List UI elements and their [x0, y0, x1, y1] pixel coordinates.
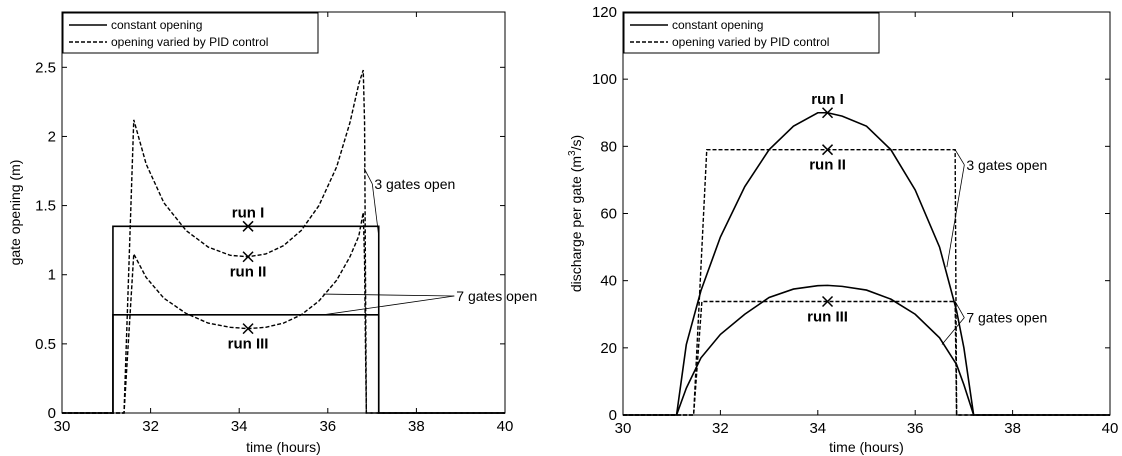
annotation-leader-line: [371, 183, 380, 237]
run-marker: [242, 220, 254, 232]
x-tick-label: 32: [712, 420, 729, 437]
y-tick-label: 120: [592, 4, 617, 21]
plot-frame: [622, 11, 1111, 416]
y-tick-label: 20: [600, 340, 617, 357]
legend-entry: opening varied by PID control: [111, 35, 268, 49]
x-tick-label: 38: [408, 418, 425, 435]
x-tick-label: 30: [54, 418, 71, 435]
y-tick-label: 0.5: [35, 336, 56, 353]
x-tick-label: 32: [142, 418, 159, 435]
run-label: run II: [230, 264, 267, 281]
run-marker: [822, 107, 834, 119]
y-axis-label-superscript: 3: [567, 150, 578, 156]
gates-open-annotation: 3 gates open: [966, 157, 1047, 173]
series-line-3-dashed: [623, 300, 1110, 416]
x-axis-label: time (hours): [246, 439, 321, 455]
series-line-1-solid: [623, 284, 1110, 416]
run-label: run III: [807, 308, 848, 325]
y-tick-label: 2: [48, 128, 56, 145]
x-tick-label: 30: [615, 420, 632, 437]
legend-entry: constant opening: [672, 18, 763, 32]
y-tick-label: 100: [592, 71, 617, 88]
y-axis-label: discharge per gate (m3/s): [567, 135, 584, 292]
series-line-0-solid: [62, 225, 505, 414]
run-label: run I: [811, 91, 844, 108]
x-tick-label: 40: [1102, 420, 1119, 437]
series-line-3-dashed: [62, 212, 505, 414]
right-chart-discharge: 30 32 34 36 38 40 0 20 40 60 80 100 120 time (hours) d…: [567, 4, 1118, 455]
y-tick-label: 60: [600, 206, 617, 223]
x-tick-label: 36: [907, 420, 924, 437]
y-tick-label: 0: [609, 407, 617, 424]
x-tick-label: 40: [497, 418, 514, 435]
x-tick-label: 38: [1004, 420, 1021, 437]
run-marker: [822, 144, 834, 156]
legend: constant opening opening varied by PID co…: [62, 12, 319, 54]
plot-frame: [61, 11, 506, 414]
annotation-leader-line: [954, 301, 965, 318]
gates-open-annotation: 7 gates open: [966, 310, 1047, 326]
run-marker: [242, 323, 254, 335]
annotation-leader-line: [363, 168, 373, 185]
series-line-2-dashed: [62, 69, 505, 414]
gates-open-annotation: 7 gates open: [456, 288, 537, 304]
y-axis-label-main: discharge per gate (m: [568, 156, 584, 292]
run-label: run I: [232, 204, 265, 221]
annotation-leader-line: [941, 317, 965, 345]
annotation-leader-line: [946, 164, 965, 268]
legend-entry: opening varied by PID control: [672, 35, 829, 49]
legend-entry: constant opening: [111, 18, 202, 32]
run-label: run III: [228, 336, 269, 353]
x-axis-label: time (hours): [829, 439, 904, 455]
y-tick-label: 40: [600, 273, 617, 290]
left-chart-gate-opening: 30 32 34 36 38 40 0 0.5 1 1.5 2 2.5 time (hours) gate…: [7, 11, 537, 455]
x-tick-label: 36: [319, 418, 336, 435]
x-tick-label: 34: [809, 420, 826, 437]
gates-open-annotation: 3 gates open: [374, 176, 455, 192]
y-axis-label-tail: /s): [568, 135, 584, 151]
legend-box: [62, 12, 319, 54]
y-tick-label: 2.5: [35, 59, 56, 76]
run-marker: [242, 251, 254, 263]
x-tick-label: 34: [231, 418, 248, 435]
y-tick-label: 1: [48, 267, 56, 284]
y-tick-label: 80: [600, 138, 617, 155]
annotation-leader-line: [323, 293, 455, 297]
y-tick-label: 1.5: [35, 198, 56, 215]
annotation-leader-line: [323, 295, 455, 316]
run-label: run II: [809, 157, 846, 174]
legend: constant opening opening varied by PID co…: [623, 12, 880, 54]
y-tick-label: 0: [48, 405, 56, 422]
y-axis-label: gate opening (m): [7, 160, 23, 266]
annotation-leader-line: [954, 149, 965, 166]
run-marker: [822, 295, 834, 308]
legend-box: [623, 12, 880, 54]
